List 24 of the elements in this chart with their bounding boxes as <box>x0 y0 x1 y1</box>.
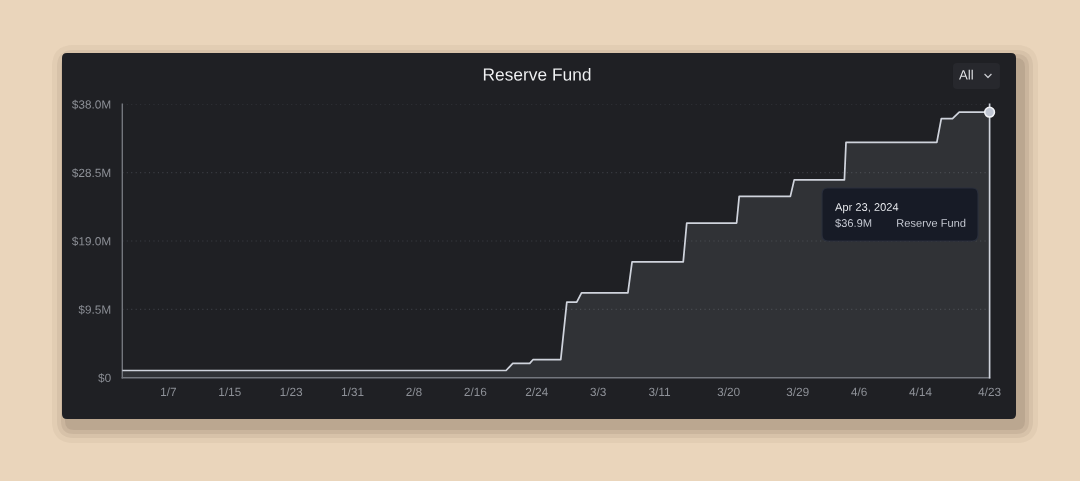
x-tick-label: 2/24 <box>525 387 548 397</box>
x-tick-label: 2/8 <box>406 387 422 397</box>
x-tick-label: 3/3 <box>590 387 606 397</box>
y-tick-label: $19.0M <box>71 236 111 247</box>
x-tick-label: 4/23 <box>978 387 1001 397</box>
x-tick-label: 3/20 <box>717 387 740 397</box>
x-tick-label: 4/14 <box>909 387 932 397</box>
text: All <box>959 69 973 80</box>
y-tick-label: $9.5M <box>78 304 111 315</box>
annotation: $36.9M <box>835 218 872 228</box>
x-tick-label: 4/6 <box>851 387 867 397</box>
annotation: Reserve Fund <box>897 218 966 227</box>
x-tick-label: 3/11 <box>648 387 671 397</box>
x-tick-label: 3/29 <box>786 387 809 397</box>
y-tick-label: $28.5M <box>71 168 111 178</box>
x-tick-label: 2/16 <box>464 387 487 397</box>
x-tick-label: 1/15 <box>219 387 241 397</box>
y-tick-label: $38.0M <box>71 99 111 110</box>
annotation: Apr 23, 2024 <box>835 203 899 214</box>
x-tick-label: 1/31 <box>341 387 364 397</box>
x-tick-label: 1/23 <box>280 387 303 397</box>
y-tick-label: $0 <box>98 373 111 383</box>
chart-title: Reserve Fund <box>483 67 591 81</box>
x-tick-label: 1/7 <box>161 387 176 397</box>
